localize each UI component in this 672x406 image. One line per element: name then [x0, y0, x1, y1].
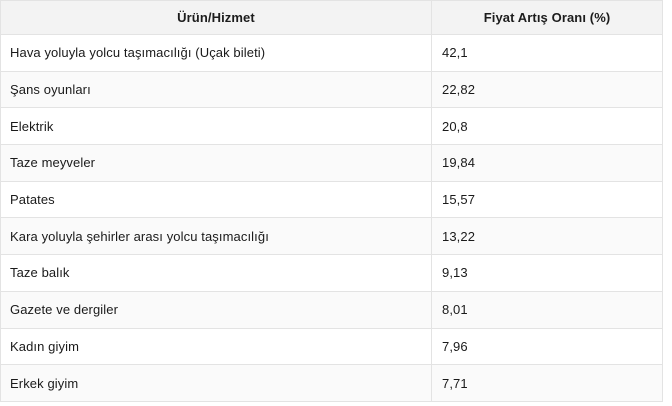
product-cell: Şans oyunları	[0, 70, 432, 109]
table-row: Erkek giyim 7,71	[0, 364, 663, 402]
product-cell: Erkek giyim	[0, 364, 432, 402]
product-cell: Kadın giyim	[0, 327, 432, 366]
table-body: Hava yoluyla yolcu taşımacılığı (Uçak bi…	[0, 34, 663, 402]
product-cell: Hava yoluyla yolcu taşımacılığı (Uçak bi…	[0, 34, 432, 72]
rate-cell: 7,71	[431, 364, 663, 402]
table-row: Patates 15,57	[0, 180, 663, 219]
product-cell: Kara yoluyla şehirler arası yolcu taşıma…	[0, 217, 432, 256]
product-cell: Elektrik	[0, 107, 432, 146]
rate-cell: 13,22	[431, 217, 663, 256]
column-header-product: Ürün/Hizmet	[0, 0, 432, 35]
table-row: Şans oyunları 22,82	[0, 70, 663, 109]
rate-cell: 15,57	[431, 180, 663, 219]
rate-cell: 22,82	[431, 70, 663, 109]
table-row: Elektrik 20,8	[0, 107, 663, 146]
header-row: Ürün/Hizmet Fiyat Artış Oranı (%)	[0, 0, 663, 35]
table-row: Hava yoluyla yolcu taşımacılığı (Uçak bi…	[0, 34, 663, 72]
product-cell: Gazete ve dergiler	[0, 290, 432, 329]
rate-cell: 42,1	[431, 34, 663, 72]
table-row: Kara yoluyla şehirler arası yolcu taşıma…	[0, 217, 663, 256]
rate-cell: 7,96	[431, 327, 663, 366]
rate-cell: 19,84	[431, 144, 663, 182]
product-cell: Taze meyveler	[0, 144, 432, 182]
rate-cell: 20,8	[431, 107, 663, 146]
table-row: Gazete ve dergiler 8,01	[0, 290, 663, 329]
price-increase-table: Ürün/Hizmet Fiyat Artış Oranı (%) Hava y…	[0, 0, 663, 402]
table-row: Taze balık 9,13	[0, 254, 663, 292]
rate-cell: 9,13	[431, 254, 663, 292]
column-header-rate: Fiyat Artış Oranı (%)	[431, 0, 663, 35]
rate-cell: 8,01	[431, 290, 663, 329]
table-header: Ürün/Hizmet Fiyat Artış Oranı (%)	[0, 0, 663, 35]
table-row: Taze meyveler 19,84	[0, 144, 663, 182]
product-cell: Patates	[0, 180, 432, 219]
product-cell: Taze balık	[0, 254, 432, 292]
table-row: Kadın giyim 7,96	[0, 327, 663, 366]
